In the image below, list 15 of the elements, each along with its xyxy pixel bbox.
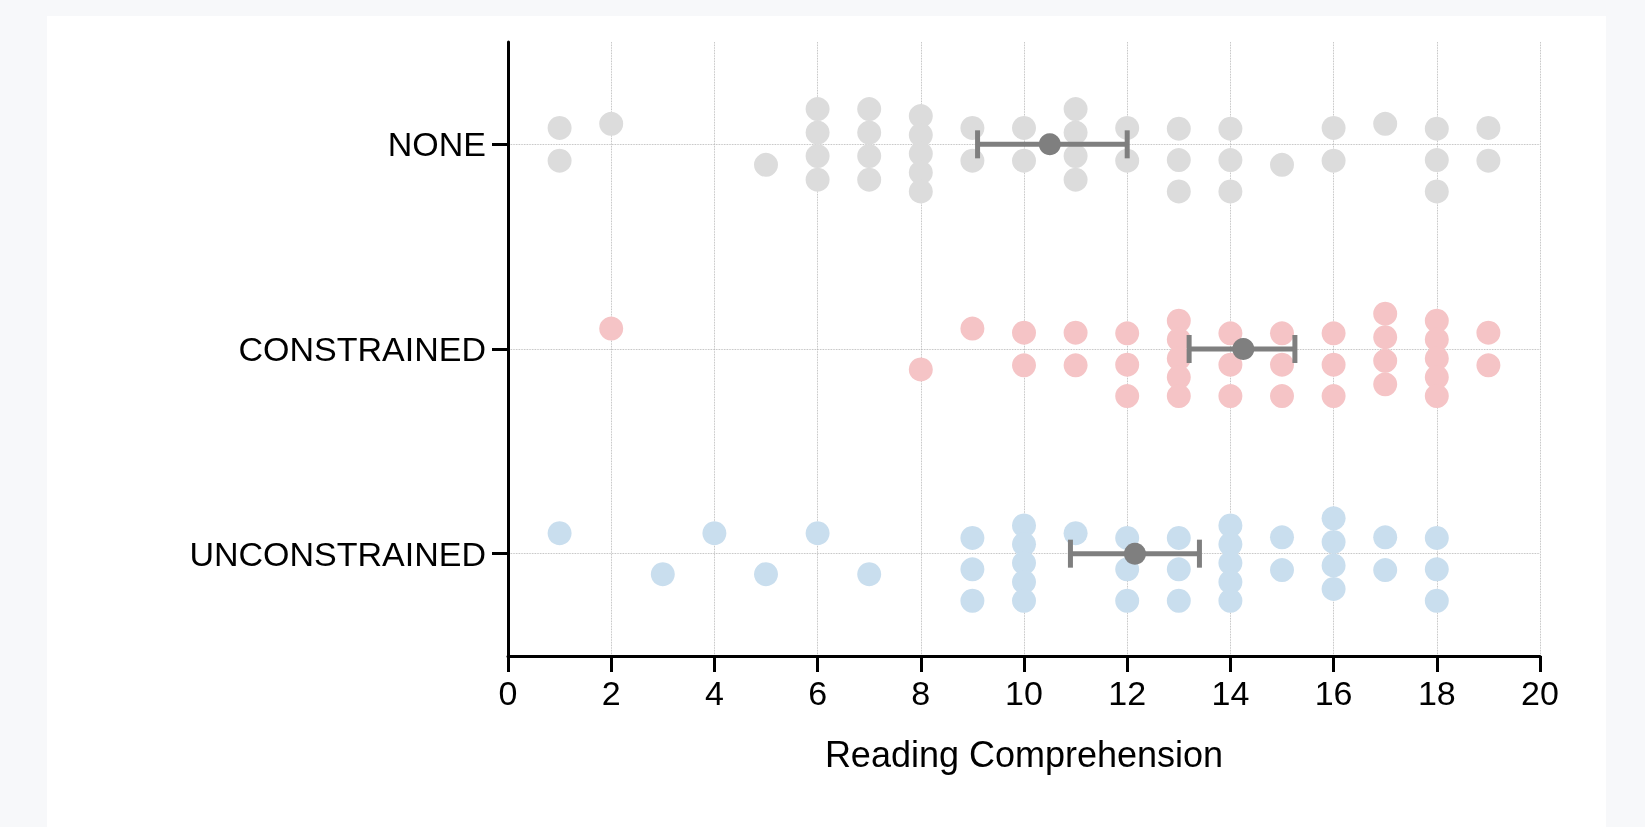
x-tick-label: 14 bbox=[1211, 674, 1250, 712]
x-axis-title: Reading Comprehension bbox=[824, 733, 1224, 775]
x-tick-label: 10 bbox=[1005, 674, 1043, 712]
x-tick-label: 2 bbox=[601, 674, 621, 712]
x-tick-label: 8 bbox=[911, 674, 931, 712]
x-tick-label: 12 bbox=[1108, 674, 1147, 712]
x-tick-label: 6 bbox=[808, 674, 828, 712]
x-tick-label: 18 bbox=[1417, 674, 1456, 712]
x-tick-label: 0 bbox=[498, 674, 518, 712]
x-tick-label: 20 bbox=[1521, 674, 1559, 712]
y-tick-label: NONE bbox=[387, 125, 486, 164]
y-tick-label: UNCONSTRAINED bbox=[189, 534, 486, 573]
x-tick-label: 16 bbox=[1314, 674, 1353, 712]
y-tick-label: CONSTRAINED bbox=[238, 330, 486, 368]
x-tick-label: 4 bbox=[704, 674, 724, 712]
